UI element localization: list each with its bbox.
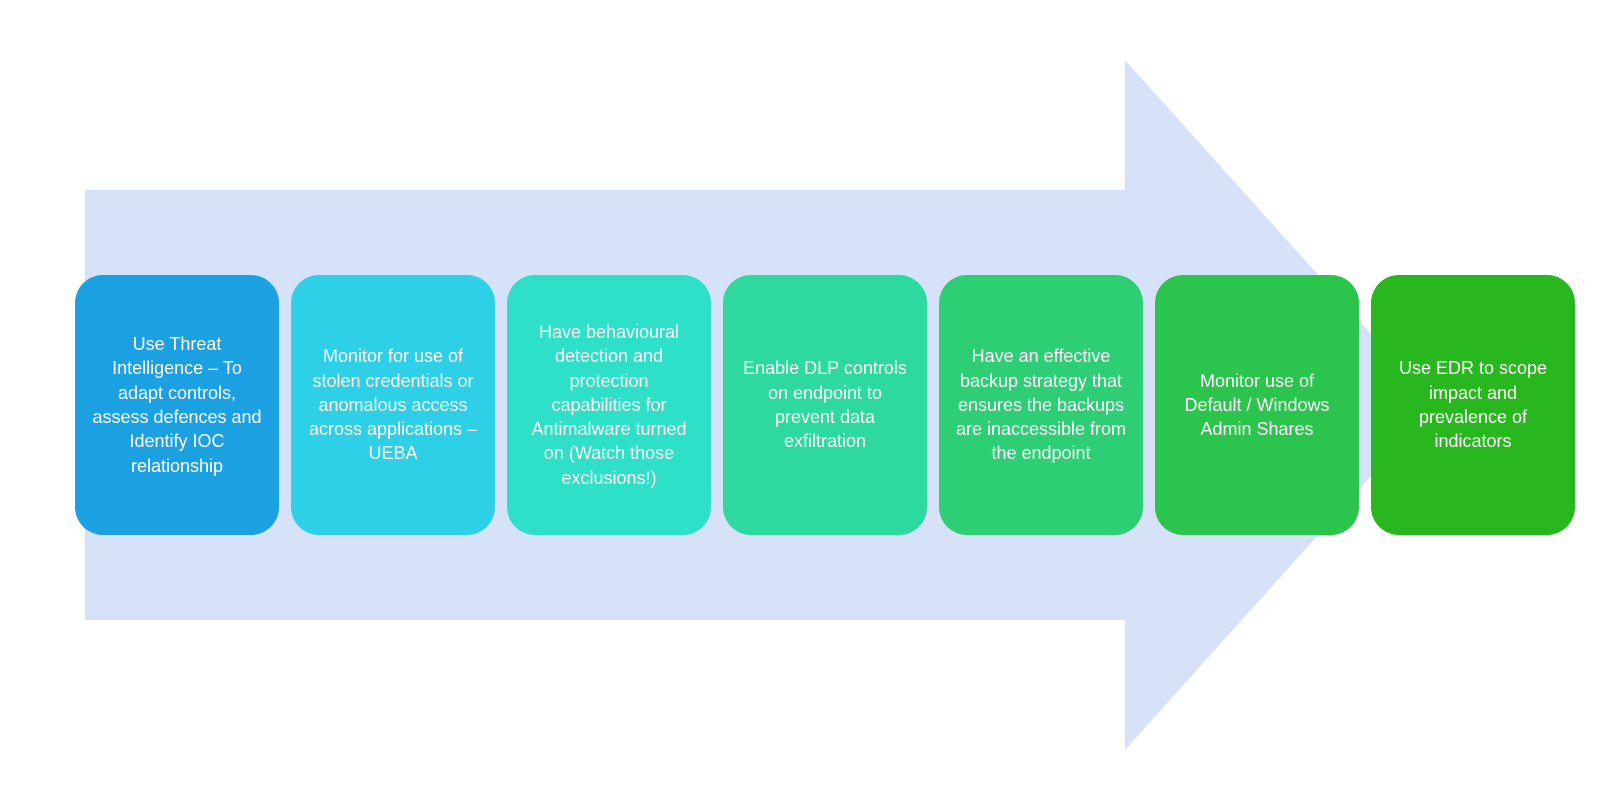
process-box-6: Monitor use of Default / Windows Admin S… (1155, 275, 1359, 535)
process-boxes: Use Threat Intelligence – To adapt contr… (75, 275, 1575, 535)
process-box-4: Enable DLP controls on endpoint to preve… (723, 275, 927, 535)
process-box-3: Have behavioural detection and protectio… (507, 275, 711, 535)
process-box-text: Enable DLP controls on endpoint to preve… (739, 356, 911, 453)
process-box-5: Have an effective backup strategy that e… (939, 275, 1143, 535)
process-box-text: Use Threat Intelligence – To adapt contr… (91, 332, 263, 478)
process-box-7: Use EDR to scope impact and prevalence o… (1371, 275, 1575, 535)
process-box-text: Have an effective backup strategy that e… (955, 344, 1127, 465)
process-box-text: Have behavioural detection and protectio… (523, 320, 695, 490)
process-box-text: Monitor for use of stolen credentials or… (307, 344, 479, 465)
process-box-text: Use EDR to scope impact and prevalence o… (1387, 356, 1559, 453)
process-box-text: Monitor use of Default / Windows Admin S… (1171, 369, 1343, 442)
process-box-2: Monitor for use of stolen credentials or… (291, 275, 495, 535)
process-box-1: Use Threat Intelligence – To adapt contr… (75, 275, 279, 535)
